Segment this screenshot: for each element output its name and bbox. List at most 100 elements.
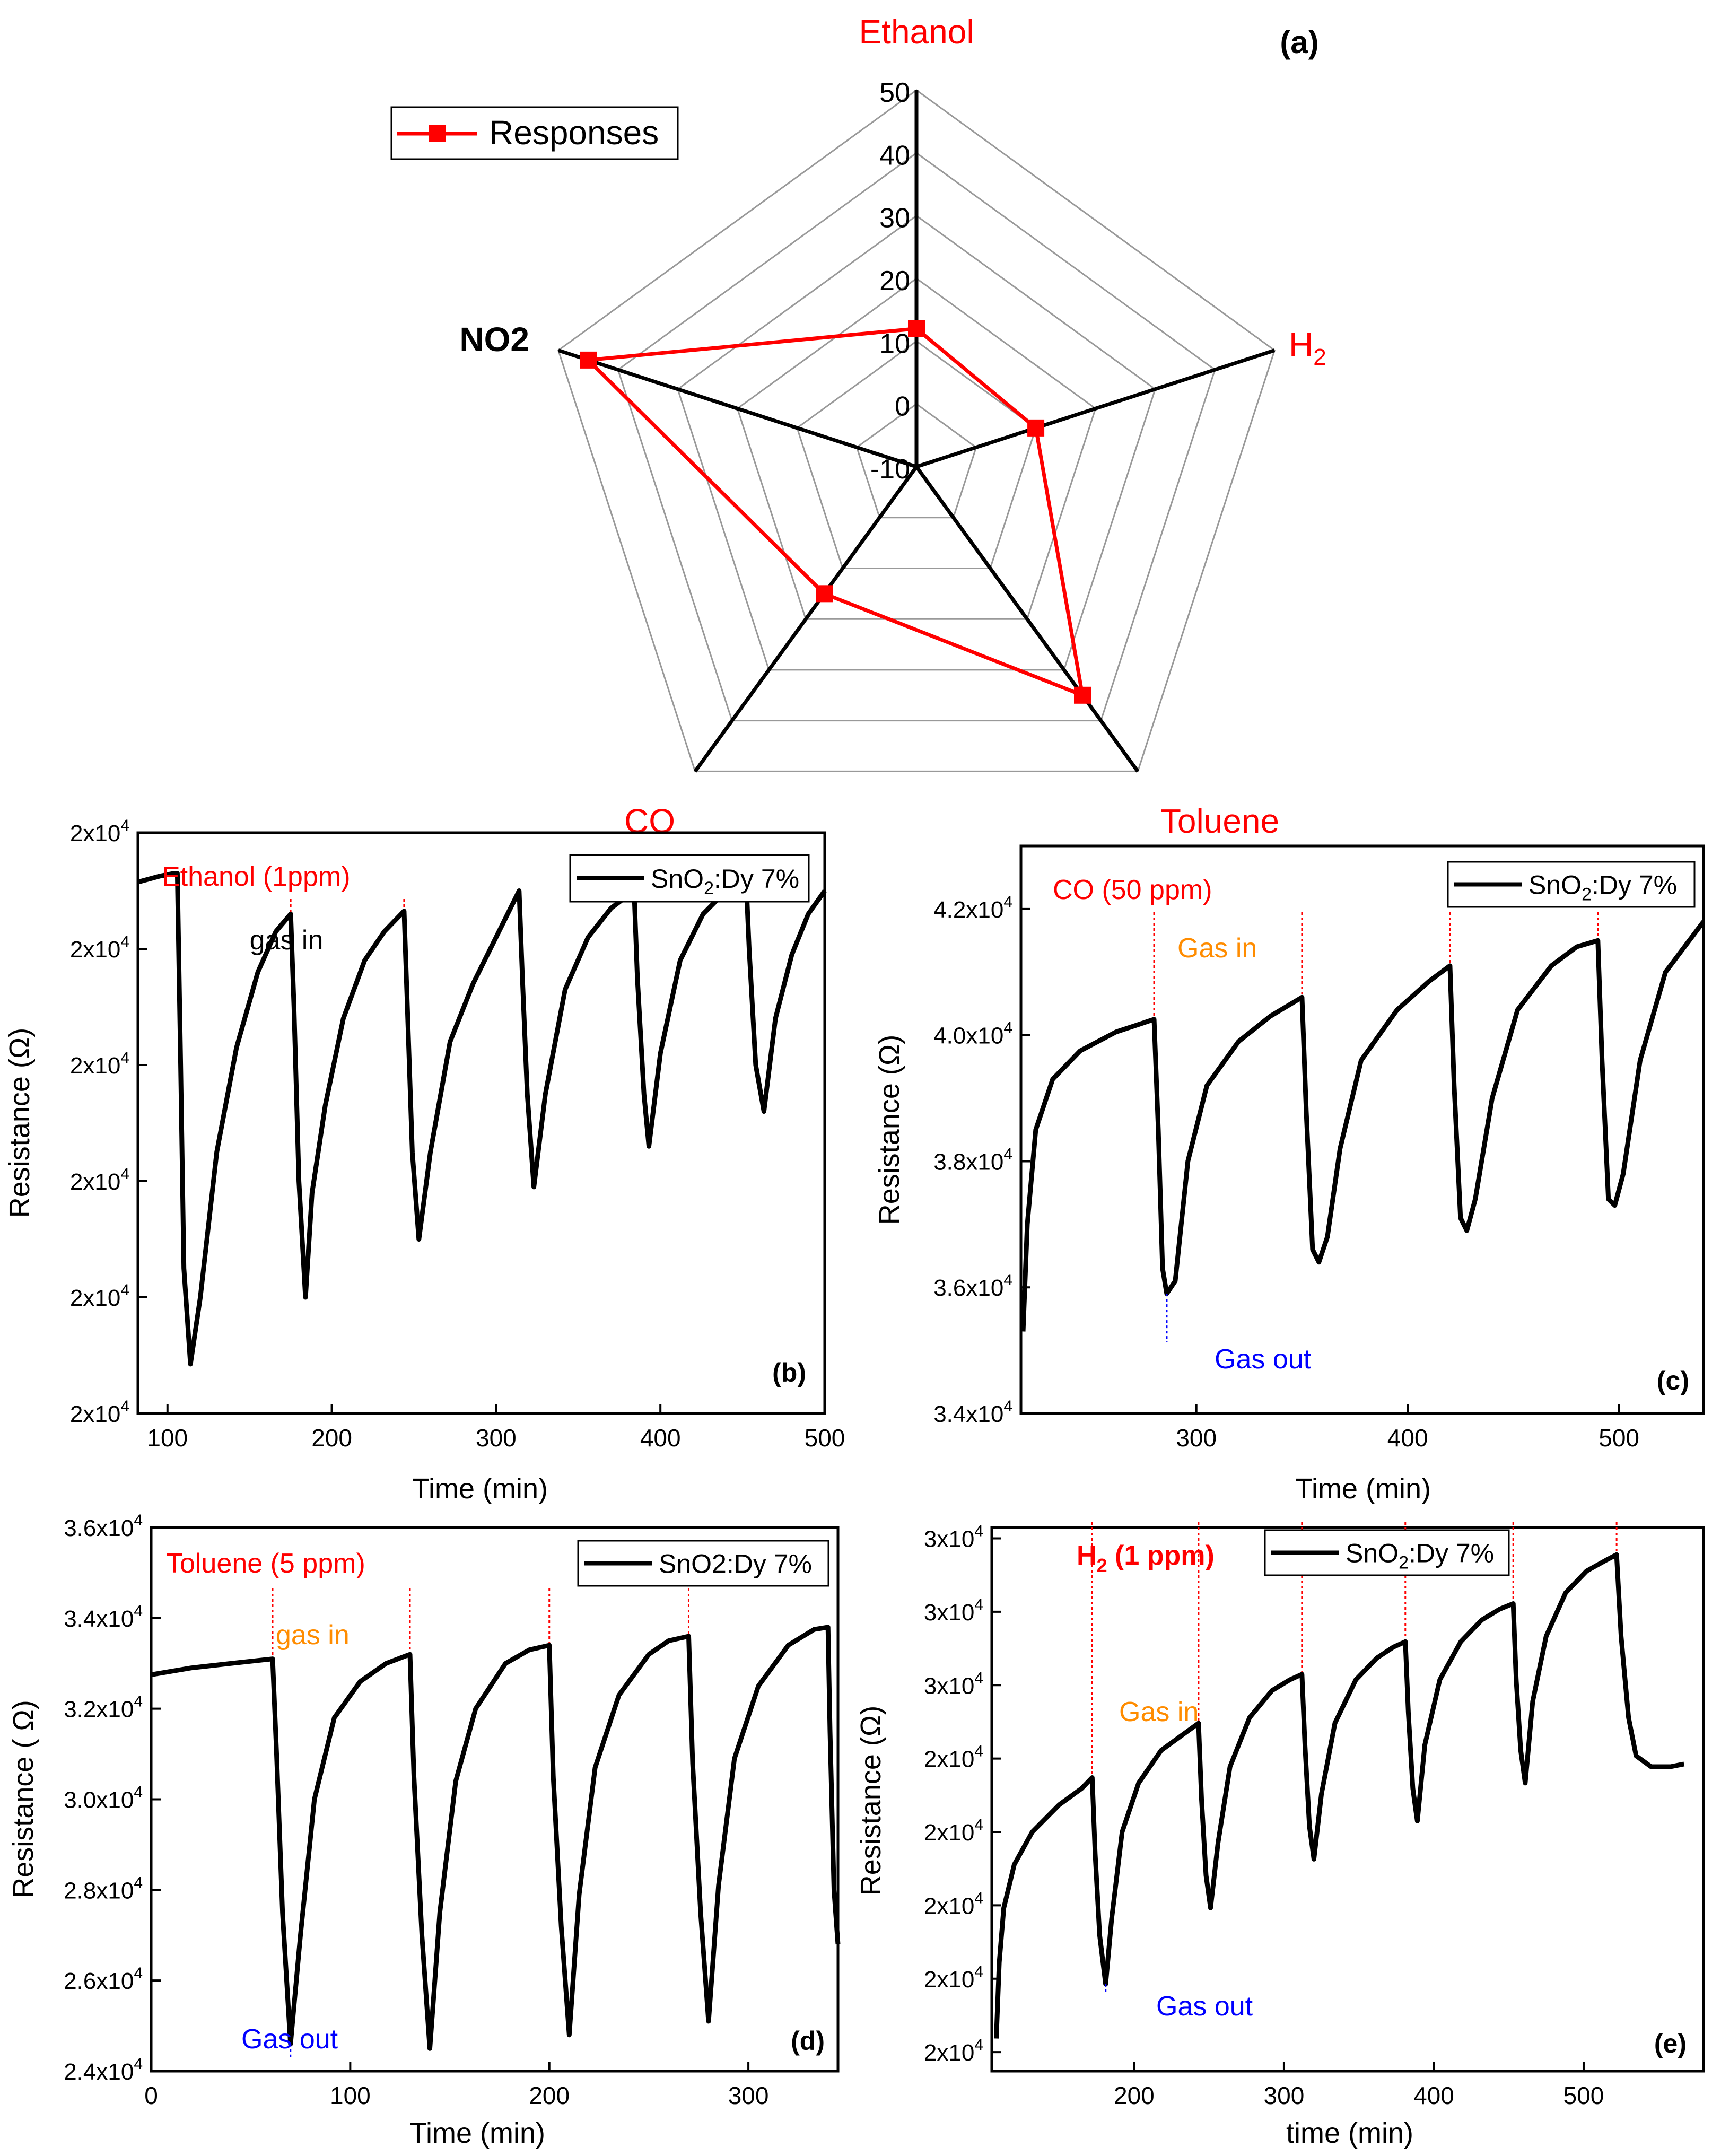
radar-grid-ring — [617, 152, 1216, 722]
legend-e: SnO2:Dy 7% — [1264, 1529, 1510, 1576]
y-tick-exponent: 4 — [974, 1963, 983, 1980]
legend-marker — [429, 125, 446, 142]
radar-tick-label: 30 — [879, 203, 910, 234]
panel-label: (d) — [791, 2026, 825, 2056]
y-tick-exponent: 4 — [120, 1049, 129, 1067]
y-tick-label: 2x104 — [924, 1743, 983, 1773]
legend-c: SnO2:Dy 7% — [1447, 861, 1696, 908]
y-tick-base: 4.2x10 — [933, 897, 1003, 923]
y-tick-exponent: 4 — [134, 1512, 143, 1529]
y-tick-base: 2x10 — [70, 1169, 120, 1195]
y-tick-exponent: 4 — [134, 1602, 143, 1620]
radar-grid-ring — [677, 214, 1156, 671]
y-tick-label: 3.6x104 — [64, 1512, 143, 1541]
y-tick-base: 2x10 — [70, 1401, 120, 1427]
y-tick-label: 2x104 — [70, 817, 129, 846]
y-tick-label: 2.4x104 — [64, 2055, 143, 2085]
y-tick-label: 3.2x104 — [64, 1693, 143, 1723]
legend-label: SnO2:Dy 7% — [651, 864, 799, 898]
radar-axis-label-ethanol: Ethanol — [859, 13, 974, 51]
radar-axis-label-co: CO — [624, 802, 675, 840]
y-tick-exponent: 4 — [134, 1874, 143, 1891]
gas-out-label: Gas out — [241, 2024, 338, 2055]
gas-out-label: Gas out — [1215, 1344, 1312, 1375]
x-tick-label: 300 — [476, 1424, 517, 1452]
y-tick-exponent: 4 — [1003, 1271, 1012, 1289]
radar-grid-ring — [736, 277, 1097, 620]
y-tick-base: 2x10 — [924, 1967, 974, 1993]
y-tick-exponent: 4 — [974, 1523, 983, 1540]
y-tick-base: 3.4x10 — [933, 1401, 1003, 1427]
y-tick-base: 2x10 — [70, 1053, 120, 1079]
y-tick-label: 3x104 — [924, 1669, 983, 1699]
y-tick-base: 3.6x10 — [64, 1515, 134, 1541]
gas-in-label: gas in — [250, 925, 324, 956]
y-tick-base: 2x10 — [924, 1893, 974, 1919]
gas-in-label: Gas in — [1119, 1697, 1199, 1727]
y-tick-label: 4.0x104 — [933, 1019, 1012, 1049]
x-tick-label: 0 — [144, 2082, 158, 2109]
radar-spoke — [557, 348, 918, 469]
y-axis-label: Resistance ( Ω) — [7, 1700, 39, 1898]
y-tick-base: 3x10 — [924, 1673, 974, 1699]
y-tick-label: 2x104 — [924, 1889, 983, 1919]
annotation-main: Toluene (5 ppm) — [166, 1548, 365, 1579]
legend-text: SnO — [1346, 1539, 1399, 1568]
y-tick-base: 2.6x10 — [64, 1968, 134, 1994]
y-tick-exponent: 4 — [134, 1693, 143, 1710]
x-tick-label: 300 — [1264, 2082, 1305, 2109]
y-tick-base: 3.4x10 — [64, 1606, 134, 1632]
panel-label: (e) — [1654, 2029, 1687, 2058]
legend-subscript: 2 — [1582, 885, 1592, 905]
y-tick-base: 2x10 — [70, 1285, 120, 1311]
annotation-text: Ethanol (1ppm) — [162, 861, 351, 892]
radar-point-h — [1027, 419, 1045, 437]
y-tick-base: 2.8x10 — [64, 1878, 134, 1904]
y-tick-exponent: 4 — [134, 1784, 143, 1801]
y-tick-base: 3.6x10 — [933, 1275, 1003, 1301]
radar-tick-label: 40 — [879, 140, 910, 171]
radar-tick-label: 20 — [879, 266, 910, 296]
y-tick-base: 3.2x10 — [64, 1697, 134, 1723]
annotation-text: H2 (1 ppm) — [1077, 1540, 1215, 1576]
y-tick-exponent: 4 — [120, 1281, 129, 1299]
radar-point-ethanol — [908, 320, 925, 337]
x-axis-label: Time (min) — [412, 1473, 548, 1505]
y-tick-label: 2.6x104 — [64, 1965, 143, 1994]
y-tick-label: 3.4x104 — [933, 1398, 1012, 1427]
y-tick-label: 2x104 — [70, 1281, 129, 1311]
radar-spoke — [693, 465, 918, 773]
legend-box — [569, 854, 810, 903]
legend-text: SnO2:Dy 7% — [659, 1549, 812, 1579]
y-tick-base: 3.0x10 — [64, 1787, 134, 1813]
gas-in-label: gas in — [276, 1620, 350, 1651]
y-tick-label: 4.2x104 — [933, 893, 1012, 923]
radar-axis-subscript: 2 — [1313, 344, 1326, 370]
x-tick-label: 400 — [640, 1424, 681, 1452]
y-tick-exponent: 4 — [974, 1596, 983, 1613]
x-tick-label: 200 — [311, 1424, 352, 1452]
x-tick-label: 100 — [330, 2082, 371, 2109]
panel-label: (a) — [1280, 24, 1318, 60]
x-tick-label: 400 — [1413, 2082, 1454, 2109]
x-tick-label: 300 — [728, 2082, 769, 2109]
annotation-main: CO (50 ppm) — [1053, 875, 1212, 905]
y-tick-exponent: 4 — [134, 1965, 143, 1982]
plot-frame-d — [150, 1526, 840, 2073]
y-axis-label: Resistance (Ω) — [4, 1028, 36, 1218]
x-axis-label: Time (min) — [409, 2117, 545, 2149]
y-tick-label: 2x104 — [70, 1398, 129, 1427]
panel-e-h2-chart: 2x1042x1042x1042x1042x1043x1043x1043x104… — [855, 1522, 1705, 2149]
y-tick-label: 3x104 — [924, 1523, 983, 1552]
y-axis-label: Resistance (Ω) — [874, 1035, 905, 1225]
legend-text: SnO — [1528, 870, 1582, 900]
radar-grid-ring — [557, 89, 1276, 772]
plot-frame-c — [1019, 844, 1705, 1415]
x-tick-label: 400 — [1387, 1424, 1428, 1452]
y-tick-base: 3.8x10 — [933, 1149, 1003, 1175]
x-tick-label: 500 — [1563, 2082, 1604, 2109]
radar-series-line — [584, 327, 1085, 699]
plot-frame-b — [136, 831, 826, 1415]
y-tick-exponent: 4 — [1003, 1019, 1012, 1037]
